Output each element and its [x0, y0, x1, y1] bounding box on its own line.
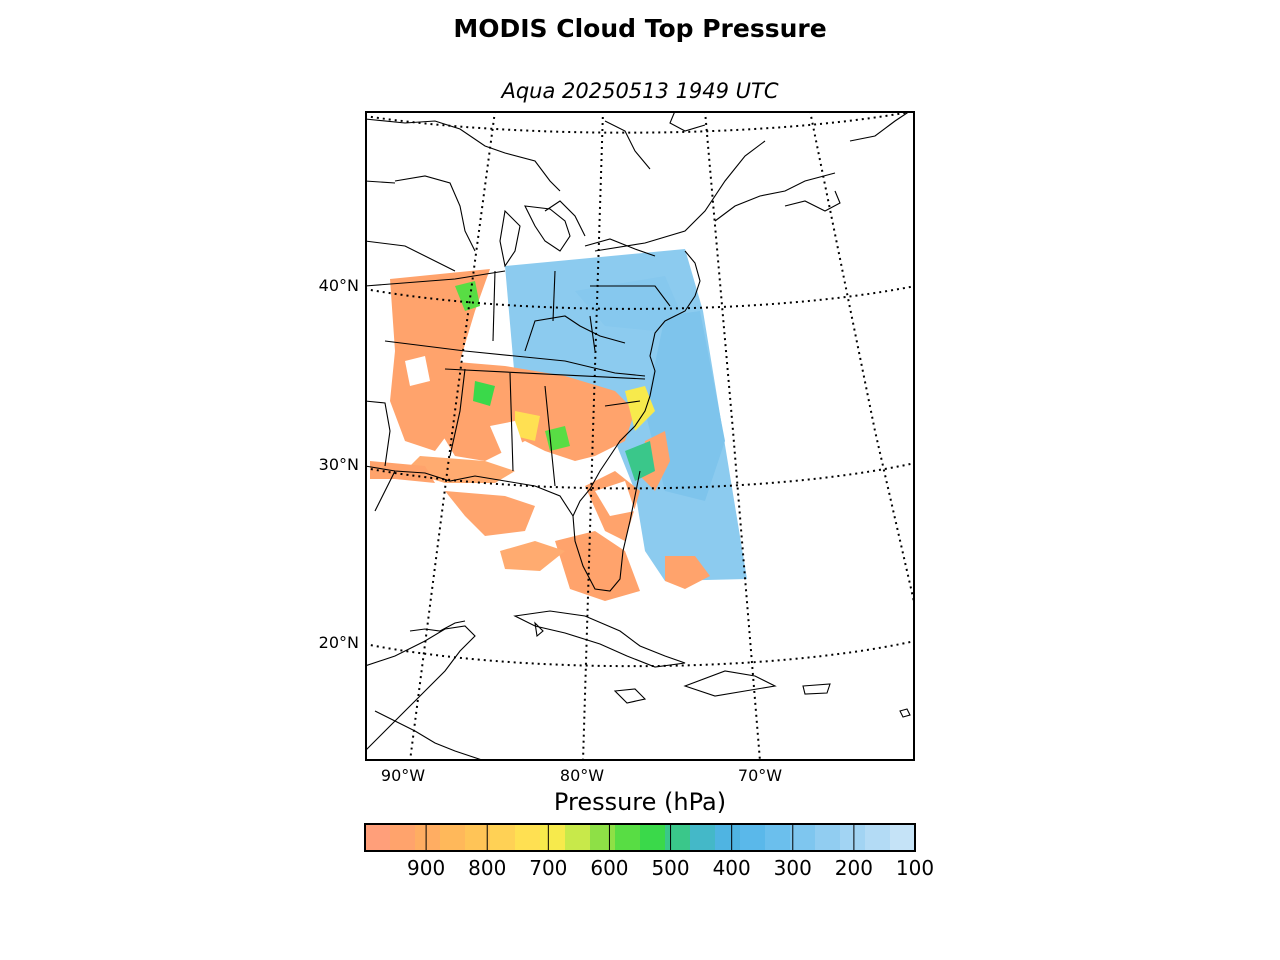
colorbar-segment — [490, 824, 516, 851]
colorbar-segment — [865, 824, 891, 851]
colorbar-segment — [790, 824, 816, 851]
colorbar-segment — [540, 824, 566, 851]
lat-label-30n: 30°N — [318, 455, 359, 474]
figure-subtitle: Aqua 20250513 1949 UTC — [501, 79, 779, 103]
figure-title: MODIS Cloud Top Pressure — [453, 14, 827, 43]
colorbar-segment — [565, 824, 591, 851]
colorbar-segment — [515, 824, 541, 851]
lon-label-90w: 90°W — [380, 766, 426, 785]
lat-label-20n: 20°N — [318, 633, 359, 652]
colorbar-segment — [815, 824, 841, 851]
colorbar-segment — [590, 824, 616, 851]
graticule-lon — [409, 111, 915, 761]
colorbar-segment — [665, 824, 691, 851]
lon-label-80w: 80°W — [559, 766, 605, 785]
colorbar-label: Pressure (hPa) — [553, 788, 727, 816]
colorbar-segment — [390, 824, 416, 851]
colorbar-tick-label: 600 — [590, 856, 629, 880]
colorbar-segment — [740, 824, 766, 851]
colorbar-segment — [640, 824, 666, 851]
colorbar-segment — [765, 824, 791, 851]
colorbar-tick-label: 200 — [834, 856, 873, 880]
colorbar-tick-label: 300 — [773, 856, 812, 880]
colorbar-segment — [890, 824, 916, 851]
map-frame — [365, 111, 915, 761]
colorbar-segment — [465, 824, 491, 851]
lat-label-40n: 40°N — [318, 276, 359, 295]
graticule-lat — [365, 111, 915, 668]
colorbar-tick-label: 100 — [895, 856, 935, 880]
colorbar-tick-label: 400 — [712, 856, 751, 880]
colorbar-segment — [615, 824, 641, 851]
colorbar-frame — [364, 823, 916, 852]
colorbar-tick-label: 500 — [651, 856, 690, 880]
colorbar-tick-label: 800 — [468, 856, 507, 880]
colorbar-segment — [365, 824, 391, 851]
colorbar-segment — [840, 824, 866, 851]
clear-sky-gaps — [405, 356, 635, 516]
colorbar-segment — [715, 824, 741, 851]
lon-label-70w: 70°W — [737, 766, 783, 785]
colorbar-segment — [415, 824, 441, 851]
coastlines-and-borders — [365, 111, 911, 761]
colorbar-tick-label: 900 — [407, 856, 446, 880]
colorbar-tick-label: 700 — [529, 856, 568, 880]
colorbar — [364, 823, 916, 852]
colorbar-segment — [440, 824, 466, 851]
map-panel — [365, 111, 915, 761]
colorbar-segment — [690, 824, 716, 851]
